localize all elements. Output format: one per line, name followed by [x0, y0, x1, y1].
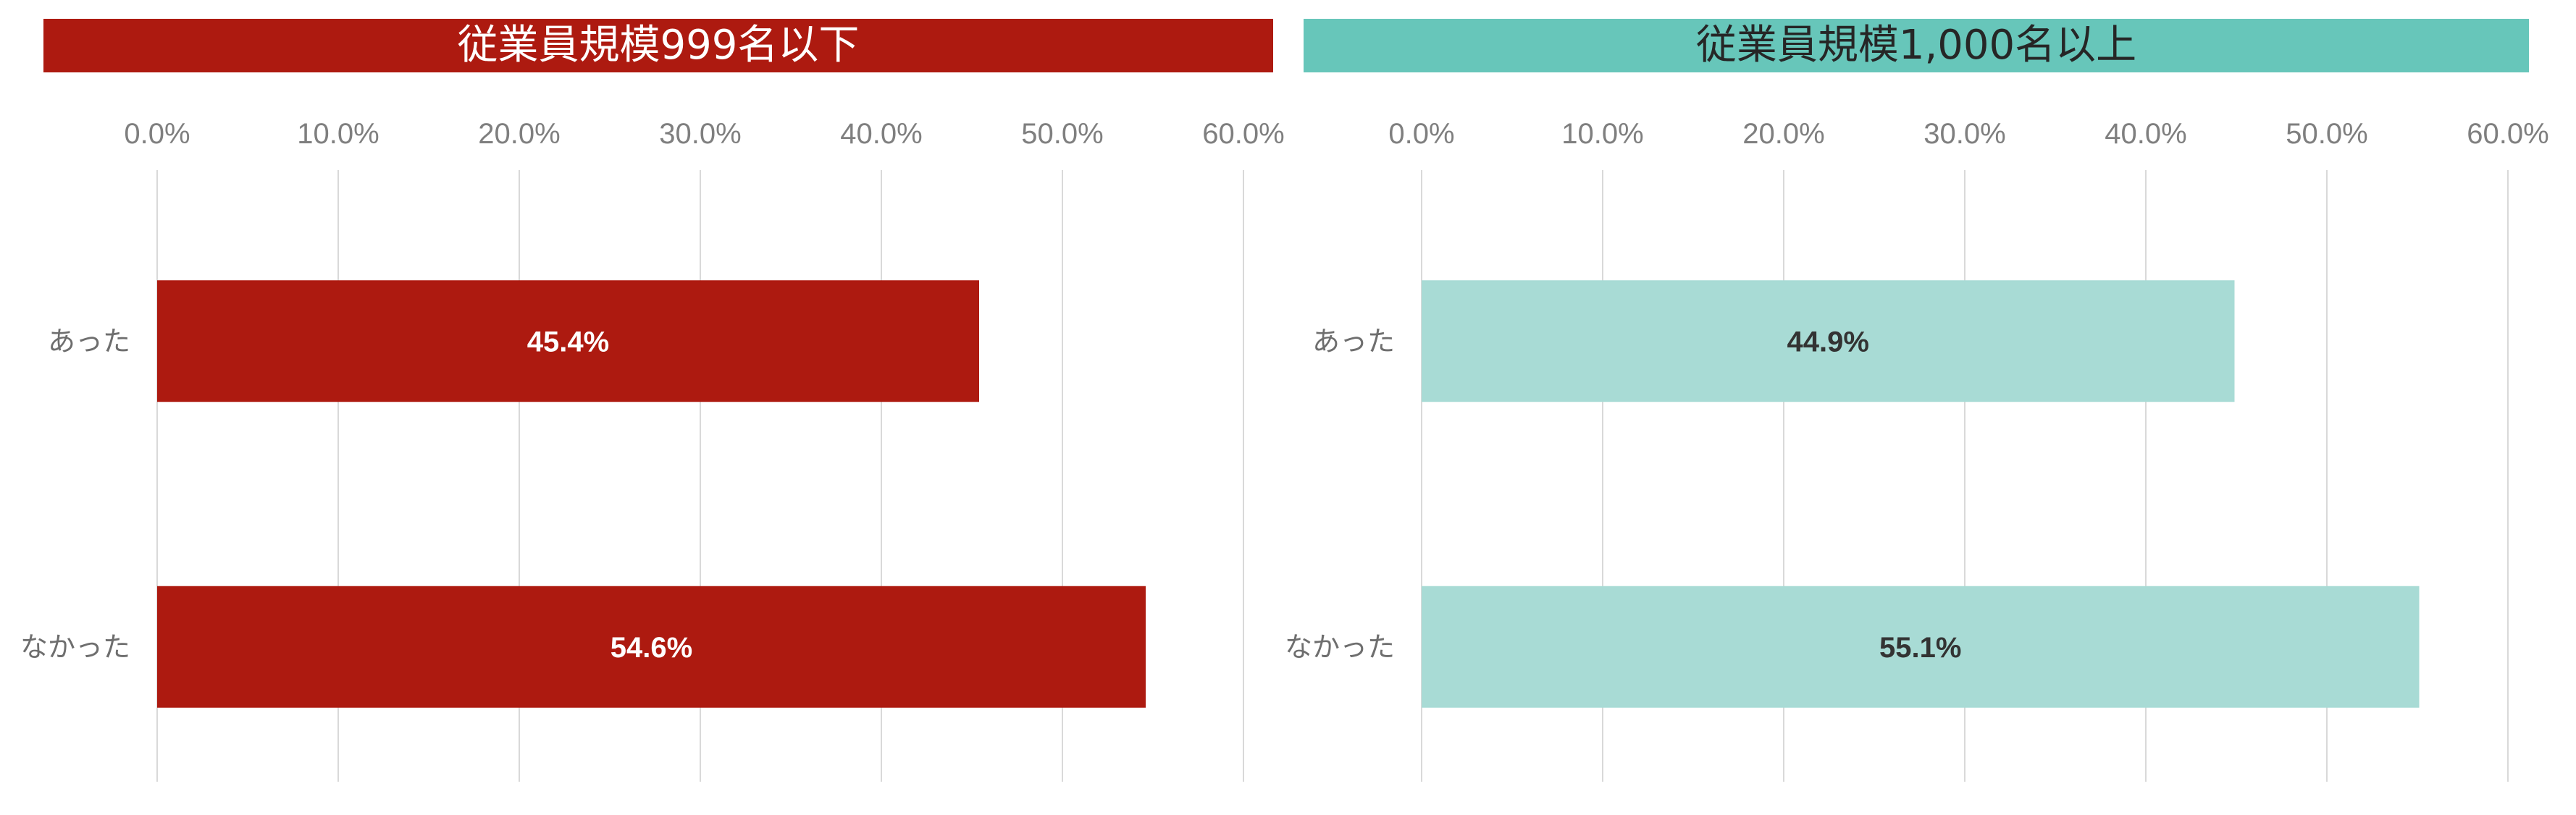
bar-chart: 0.0% 10.0% 20.0% 30.0% 40.0% 50.0% 60.0% 44.9% あ… [1285, 118, 2549, 782]
bar [157, 280, 979, 402]
bar-chart: 0.0% 10.0% 20.0% 30.0% 40.0% 50.0% 60.0% 45.4% あ… [20, 118, 1285, 782]
x-tick-label: 30.0% [659, 118, 741, 150]
bar [157, 586, 1146, 708]
category-label: なかった [20, 631, 130, 663]
x-tick-label: 0.0% [1388, 118, 1454, 150]
bar [1422, 280, 2235, 402]
x-tick-label: 50.0% [1021, 118, 1103, 150]
x-tick-label: 60.0% [1202, 118, 1284, 150]
bar [1422, 586, 2420, 708]
x-tick-label: 10.0% [1561, 118, 1643, 150]
chart-title: 従業員規模999名以下 [43, 19, 1273, 72]
category-label: なかった [1285, 631, 1395, 663]
x-tick-label: 20.0% [1742, 118, 1824, 150]
data-label: 54.6% [611, 632, 692, 664]
x-tick-label: 40.0% [2105, 118, 2186, 150]
category-label: あった [1312, 325, 1395, 357]
data-label: 45.4% [527, 326, 609, 358]
x-tick-label: 20.0% [478, 118, 560, 150]
category-label: あった [48, 325, 130, 357]
x-tick-label: 30.0% [1923, 118, 2005, 150]
data-label: 44.9% [1787, 326, 1869, 358]
x-tick-label: 60.0% [2467, 118, 2548, 150]
chart-title: 従業員規模1,000名以上 [1304, 19, 2529, 72]
x-tick-label: 0.0% [124, 118, 190, 150]
data-label: 55.1% [1879, 632, 1961, 664]
chart-panel-small-companies: 従業員規模999名以下 0.0% 10.0% 20.0% 30.0% 40.0% 50.0… [0, 0, 1285, 815]
chart-panel-large-companies: 従業員規模1,000名以上 0.0% 10.0% 20.0% 30.0% 40.0% 50… [1282, 0, 2576, 815]
x-tick-label: 50.0% [2286, 118, 2367, 150]
x-tick-label: 40.0% [840, 118, 922, 150]
x-tick-label: 10.0% [297, 118, 379, 150]
